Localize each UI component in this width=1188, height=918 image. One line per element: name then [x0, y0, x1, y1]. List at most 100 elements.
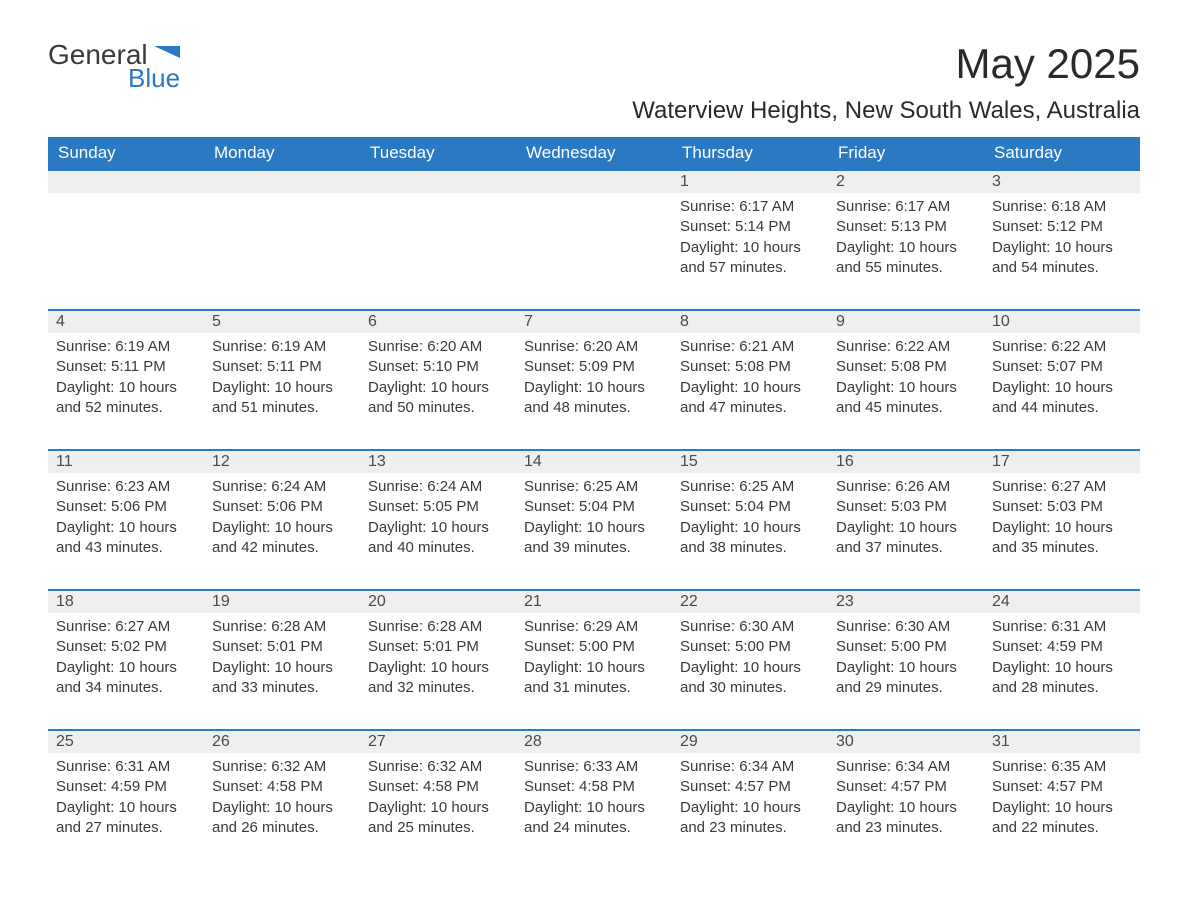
day-number-band: 10	[984, 309, 1140, 333]
sunrise-line: Sunrise: 6:30 AM	[680, 617, 820, 637]
sunset-line: Sunset: 5:13 PM	[836, 217, 976, 237]
sunset-line: Sunset: 5:00 PM	[836, 637, 976, 657]
sunset-line: Sunset: 5:03 PM	[992, 497, 1132, 517]
day-number-band: 28	[516, 729, 672, 753]
daylight-line: Daylight: 10 hours and 42 minutes.	[212, 518, 352, 559]
daylight-line: Daylight: 10 hours and 31 minutes.	[524, 658, 664, 699]
calendar-cell: 26Sunrise: 6:32 AMSunset: 4:58 PMDayligh…	[204, 729, 360, 869]
day-details: Sunrise: 6:30 AMSunset: 5:00 PMDaylight:…	[672, 613, 828, 706]
daylight-line: Daylight: 10 hours and 47 minutes.	[680, 378, 820, 419]
day-number-band: 15	[672, 449, 828, 473]
sunrise-line: Sunrise: 6:27 AM	[56, 617, 196, 637]
calendar-cell: 18Sunrise: 6:27 AMSunset: 5:02 PMDayligh…	[48, 589, 204, 729]
calendar-cell: 8Sunrise: 6:21 AMSunset: 5:08 PMDaylight…	[672, 309, 828, 449]
calendar-cell: 4Sunrise: 6:19 AMSunset: 5:11 PMDaylight…	[48, 309, 204, 449]
sunrise-line: Sunrise: 6:31 AM	[56, 757, 196, 777]
calendar-cell: 1Sunrise: 6:17 AMSunset: 5:14 PMDaylight…	[672, 169, 828, 309]
day-details: Sunrise: 6:27 AMSunset: 5:02 PMDaylight:…	[48, 613, 204, 706]
day-number-band-empty	[516, 169, 672, 193]
day-number-band: 21	[516, 589, 672, 613]
daylight-line: Daylight: 10 hours and 51 minutes.	[212, 378, 352, 419]
day-number-band: 8	[672, 309, 828, 333]
sunset-line: Sunset: 5:01 PM	[212, 637, 352, 657]
daylight-line: Daylight: 10 hours and 57 minutes.	[680, 238, 820, 279]
day-details: Sunrise: 6:19 AMSunset: 5:11 PMDaylight:…	[48, 333, 204, 426]
calendar-cell: 9Sunrise: 6:22 AMSunset: 5:08 PMDaylight…	[828, 309, 984, 449]
sunrise-line: Sunrise: 6:24 AM	[212, 477, 352, 497]
day-details: Sunrise: 6:25 AMSunset: 5:04 PMDaylight:…	[516, 473, 672, 566]
daylight-line: Daylight: 10 hours and 23 minutes.	[680, 798, 820, 839]
calendar-cell: 15Sunrise: 6:25 AMSunset: 5:04 PMDayligh…	[672, 449, 828, 589]
day-number-band-empty	[204, 169, 360, 193]
day-number-band: 9	[828, 309, 984, 333]
daylight-line: Daylight: 10 hours and 25 minutes.	[368, 798, 508, 839]
sunrise-line: Sunrise: 6:33 AM	[524, 757, 664, 777]
day-number-band: 24	[984, 589, 1140, 613]
day-details: Sunrise: 6:17 AMSunset: 5:14 PMDaylight:…	[672, 193, 828, 286]
calendar-cell: 27Sunrise: 6:32 AMSunset: 4:58 PMDayligh…	[360, 729, 516, 869]
sunrise-line: Sunrise: 6:31 AM	[992, 617, 1132, 637]
daylight-line: Daylight: 10 hours and 23 minutes.	[836, 798, 976, 839]
day-header: Wednesday	[516, 137, 672, 169]
day-number-band: 19	[204, 589, 360, 613]
calendar-cell: 12Sunrise: 6:24 AMSunset: 5:06 PMDayligh…	[204, 449, 360, 589]
calendar-body: 1Sunrise: 6:17 AMSunset: 5:14 PMDaylight…	[48, 169, 1140, 869]
calendar-week: 4Sunrise: 6:19 AMSunset: 5:11 PMDaylight…	[48, 309, 1140, 449]
day-header: Monday	[204, 137, 360, 169]
sunrise-line: Sunrise: 6:18 AM	[992, 197, 1132, 217]
sunset-line: Sunset: 5:05 PM	[368, 497, 508, 517]
day-number-band: 14	[516, 449, 672, 473]
sunset-line: Sunset: 5:01 PM	[368, 637, 508, 657]
daylight-line: Daylight: 10 hours and 48 minutes.	[524, 378, 664, 419]
day-details: Sunrise: 6:31 AMSunset: 4:59 PMDaylight:…	[48, 753, 204, 846]
calendar-cell: 24Sunrise: 6:31 AMSunset: 4:59 PMDayligh…	[984, 589, 1140, 729]
day-details: Sunrise: 6:26 AMSunset: 5:03 PMDaylight:…	[828, 473, 984, 566]
day-details: Sunrise: 6:17 AMSunset: 5:13 PMDaylight:…	[828, 193, 984, 286]
sunrise-line: Sunrise: 6:25 AM	[680, 477, 820, 497]
day-number-band: 3	[984, 169, 1140, 193]
logo: General Blue	[48, 40, 180, 91]
sunset-line: Sunset: 5:11 PM	[212, 357, 352, 377]
day-details: Sunrise: 6:32 AMSunset: 4:58 PMDaylight:…	[360, 753, 516, 846]
sunrise-line: Sunrise: 6:32 AM	[368, 757, 508, 777]
sunrise-line: Sunrise: 6:23 AM	[56, 477, 196, 497]
calendar-cell: 19Sunrise: 6:28 AMSunset: 5:01 PMDayligh…	[204, 589, 360, 729]
sunrise-line: Sunrise: 6:19 AM	[212, 337, 352, 357]
daylight-line: Daylight: 10 hours and 30 minutes.	[680, 658, 820, 699]
sunset-line: Sunset: 5:06 PM	[56, 497, 196, 517]
daylight-line: Daylight: 10 hours and 33 minutes.	[212, 658, 352, 699]
daylight-line: Daylight: 10 hours and 43 minutes.	[56, 518, 196, 559]
day-number-band: 7	[516, 309, 672, 333]
sunset-line: Sunset: 4:57 PM	[836, 777, 976, 797]
day-number-band: 30	[828, 729, 984, 753]
sunrise-line: Sunrise: 6:28 AM	[368, 617, 508, 637]
day-details: Sunrise: 6:28 AMSunset: 5:01 PMDaylight:…	[204, 613, 360, 706]
sunset-line: Sunset: 5:10 PM	[368, 357, 508, 377]
calendar-cell: 17Sunrise: 6:27 AMSunset: 5:03 PMDayligh…	[984, 449, 1140, 589]
day-number-band-empty	[360, 169, 516, 193]
calendar-cell: 14Sunrise: 6:25 AMSunset: 5:04 PMDayligh…	[516, 449, 672, 589]
sunset-line: Sunset: 5:00 PM	[524, 637, 664, 657]
daylight-line: Daylight: 10 hours and 34 minutes.	[56, 658, 196, 699]
sunrise-line: Sunrise: 6:17 AM	[836, 197, 976, 217]
sunset-line: Sunset: 4:57 PM	[680, 777, 820, 797]
sunset-line: Sunset: 5:08 PM	[680, 357, 820, 377]
location-subtitle: Waterview Heights, New South Wales, Aust…	[48, 97, 1140, 125]
daylight-line: Daylight: 10 hours and 54 minutes.	[992, 238, 1132, 279]
calendar-cell	[360, 169, 516, 309]
daylight-line: Daylight: 10 hours and 44 minutes.	[992, 378, 1132, 419]
sunset-line: Sunset: 4:58 PM	[212, 777, 352, 797]
day-number-band: 2	[828, 169, 984, 193]
day-details: Sunrise: 6:24 AMSunset: 5:06 PMDaylight:…	[204, 473, 360, 566]
day-header: Sunday	[48, 137, 204, 169]
calendar-cell: 28Sunrise: 6:33 AMSunset: 4:58 PMDayligh…	[516, 729, 672, 869]
calendar-cell: 11Sunrise: 6:23 AMSunset: 5:06 PMDayligh…	[48, 449, 204, 589]
sunset-line: Sunset: 5:09 PM	[524, 357, 664, 377]
sunrise-line: Sunrise: 6:24 AM	[368, 477, 508, 497]
day-number-band: 5	[204, 309, 360, 333]
day-details: Sunrise: 6:23 AMSunset: 5:06 PMDaylight:…	[48, 473, 204, 566]
calendar-cell: 3Sunrise: 6:18 AMSunset: 5:12 PMDaylight…	[984, 169, 1140, 309]
sunrise-line: Sunrise: 6:20 AM	[524, 337, 664, 357]
day-details: Sunrise: 6:28 AMSunset: 5:01 PMDaylight:…	[360, 613, 516, 706]
day-header: Thursday	[672, 137, 828, 169]
